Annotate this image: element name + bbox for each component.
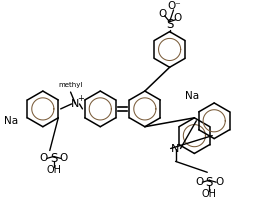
Text: O: O [40, 153, 48, 163]
Text: O: O [195, 177, 204, 187]
Text: methyl: methyl [58, 82, 83, 88]
Text: S: S [206, 176, 213, 189]
Text: S: S [50, 152, 57, 165]
Text: N: N [71, 99, 80, 109]
Text: +: + [77, 95, 84, 103]
Text: O: O [215, 177, 223, 187]
Text: S: S [166, 18, 173, 31]
Text: Na: Na [185, 91, 199, 101]
Text: O: O [60, 153, 68, 163]
Text: Na: Na [4, 116, 18, 126]
Text: O: O [159, 9, 167, 19]
Text: O⁻: O⁻ [168, 1, 182, 11]
Text: OH: OH [202, 189, 217, 199]
Text: O: O [174, 13, 182, 23]
Text: N: N [171, 143, 180, 154]
Text: OH: OH [46, 165, 61, 175]
